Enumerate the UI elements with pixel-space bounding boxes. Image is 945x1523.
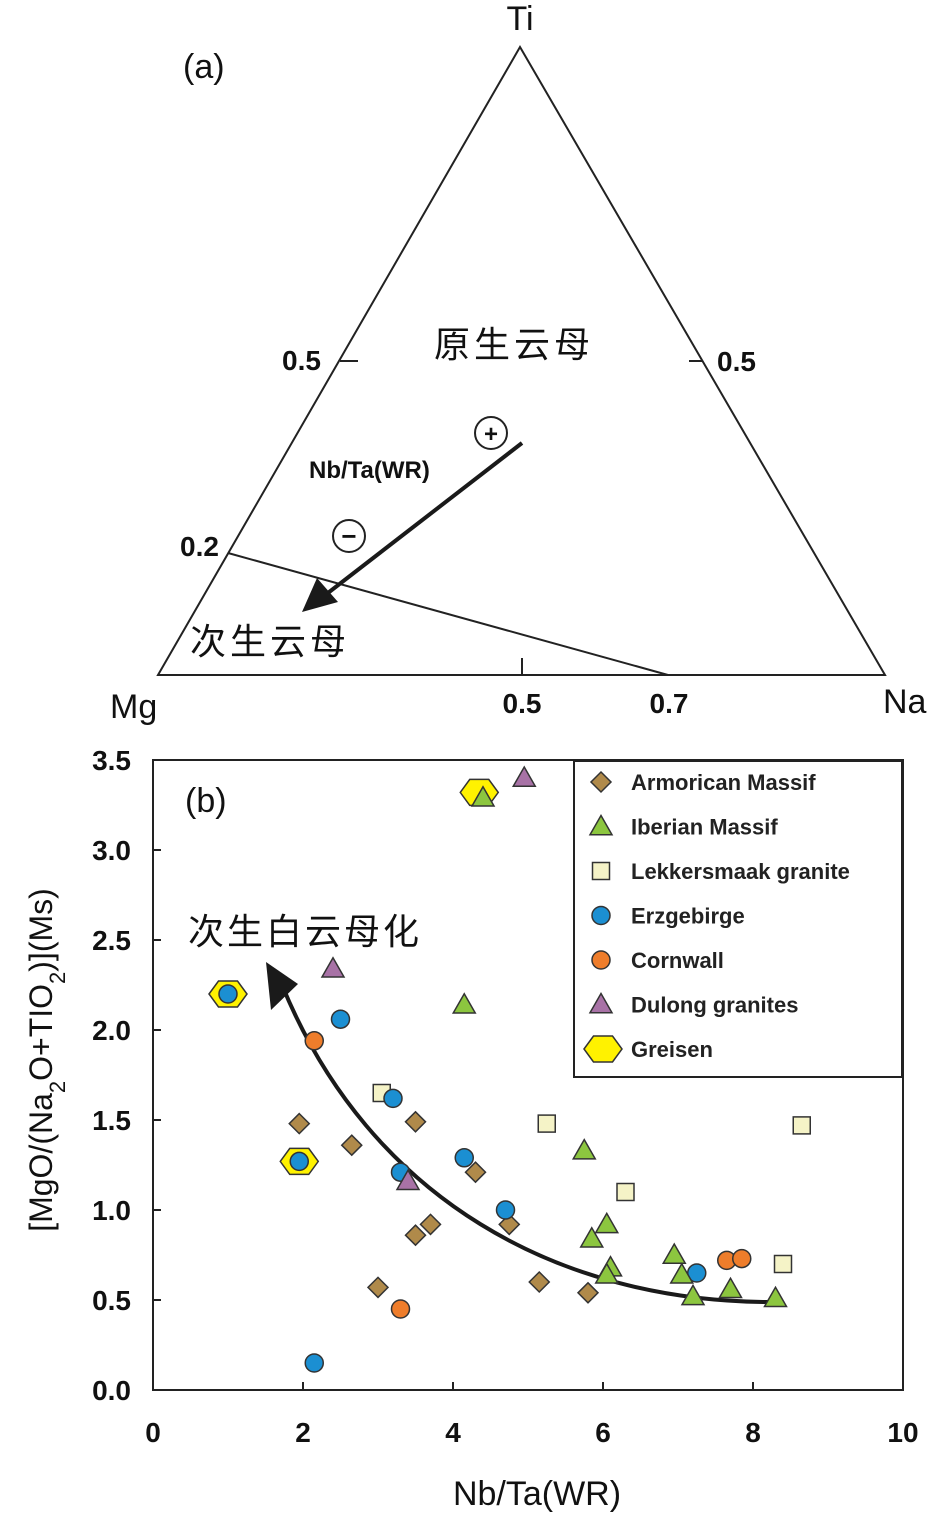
legend-label: Greisen bbox=[631, 1037, 713, 1062]
legend-marker bbox=[591, 861, 611, 881]
data-point bbox=[289, 1151, 309, 1172]
data-markers bbox=[208, 765, 811, 1373]
data-point bbox=[390, 1299, 411, 1319]
ternary-panel: (a) Ti Mg Na 0.5 0.5 0.2 0.5 0.7 原生云母 次生… bbox=[110, 0, 927, 726]
ternary-arrowhead bbox=[302, 578, 338, 612]
svg-text:−: − bbox=[341, 521, 356, 551]
legend-marker bbox=[583, 1035, 623, 1063]
tick-label-left-02: 0.2 bbox=[180, 531, 219, 562]
trend-curve bbox=[280, 984, 772, 1304]
data-point bbox=[571, 1138, 597, 1160]
plus-symbol: + bbox=[474, 416, 508, 450]
ternary-trend-arrow bbox=[322, 441, 524, 598]
data-point bbox=[404, 1110, 427, 1133]
data-point bbox=[470, 785, 496, 807]
x-tick-label: 6 bbox=[595, 1417, 611, 1448]
x-tick-label: 4 bbox=[445, 1417, 461, 1448]
data-point bbox=[366, 1276, 390, 1299]
data-point bbox=[419, 1213, 442, 1236]
tick-label-bottom-07: 0.7 bbox=[650, 688, 689, 719]
data-point bbox=[763, 1285, 788, 1308]
y-tick-label: 3.5 bbox=[92, 745, 131, 776]
x-tick-label: 2 bbox=[295, 1417, 311, 1448]
field-label-secondary: 次生云母 bbox=[190, 622, 350, 663]
y-tick-label: 2.5 bbox=[92, 925, 131, 956]
svg-text:+: + bbox=[484, 421, 498, 448]
legend-box bbox=[573, 760, 903, 1078]
data-point bbox=[218, 984, 238, 1004]
trend-annotation: 次生白云母化 bbox=[188, 912, 422, 953]
data-point bbox=[792, 1116, 811, 1135]
data-point bbox=[288, 1112, 311, 1135]
field-label-primary: 原生云母 bbox=[434, 325, 594, 366]
tick-label-bottom-05: 0.5 bbox=[503, 688, 542, 719]
data-point bbox=[340, 1134, 363, 1157]
data-point bbox=[404, 1224, 427, 1247]
y-tick-label: 2.0 bbox=[92, 1015, 131, 1046]
vertex-label-ti: Ti bbox=[506, 0, 533, 38]
data-point bbox=[669, 1262, 695, 1284]
data-point bbox=[454, 1148, 474, 1168]
x-axis: 0 2 4 6 8 10 bbox=[145, 1382, 919, 1448]
panel-a-label: (a) bbox=[183, 48, 225, 86]
legend-marker bbox=[589, 770, 613, 794]
data-point bbox=[495, 1200, 516, 1220]
legend-label: Iberian Massif bbox=[631, 815, 778, 840]
data-point bbox=[718, 1276, 743, 1299]
data-point bbox=[395, 1168, 421, 1191]
trend-arrowhead bbox=[266, 962, 298, 1010]
x-tick-label: 10 bbox=[887, 1417, 918, 1448]
legend-marker bbox=[591, 950, 611, 970]
ternary-boundary-line bbox=[227, 552, 669, 676]
legend-marker bbox=[588, 813, 614, 836]
panel-b-label: (b) bbox=[185, 782, 227, 820]
data-point bbox=[304, 1353, 324, 1373]
data-point bbox=[773, 1254, 793, 1274]
data-point bbox=[732, 1248, 752, 1269]
legend-items: Armorican Massif Iberian Massif Lekkersmaa… bbox=[583, 770, 850, 1063]
data-point bbox=[661, 1242, 687, 1264]
data-point bbox=[576, 1281, 600, 1304]
legend-marker bbox=[588, 991, 614, 1014]
ternary-arrow-label: Nb/Ta(WR) bbox=[309, 457, 430, 484]
data-point bbox=[320, 956, 346, 978]
data-point bbox=[451, 992, 477, 1014]
y-tick-label: 3.0 bbox=[92, 835, 131, 866]
data-point bbox=[383, 1088, 403, 1109]
legend-marker bbox=[591, 905, 611, 926]
data-point bbox=[579, 1226, 605, 1248]
y-tick-label: 0.0 bbox=[92, 1375, 131, 1406]
x-tick-label: 8 bbox=[745, 1417, 761, 1448]
scatter-panel: (b) 0.0 0.5 1.0 1.5 2.0 2.5 3.0 3.5 0 2 4 6 8 10 Nb/… bbox=[23, 745, 919, 1513]
legend-label: Cornwall bbox=[631, 948, 724, 973]
data-point bbox=[330, 1009, 351, 1029]
data-point bbox=[464, 1161, 487, 1184]
tick-label-right-05: 0.5 bbox=[717, 346, 756, 377]
y-tick-label: 1.0 bbox=[92, 1195, 131, 1226]
y-tick-label: 0.5 bbox=[92, 1285, 131, 1316]
y-axis-label: [MgO/(Na2O+TIO2)](Ms) bbox=[23, 888, 70, 1232]
data-point bbox=[528, 1270, 551, 1294]
x-tick-label: 0 bbox=[145, 1417, 161, 1448]
data-point bbox=[594, 1211, 620, 1234]
y-tick-label: 1.5 bbox=[92, 1105, 131, 1136]
data-point bbox=[537, 1114, 556, 1133]
data-point bbox=[594, 1262, 620, 1284]
y-axis: 0.0 0.5 1.0 1.5 2.0 2.5 3.0 3.5 bbox=[92, 745, 161, 1406]
legend-label: Dulong granites bbox=[631, 993, 798, 1018]
legend-label: Erzgebirge bbox=[631, 904, 745, 929]
vertex-label-na: Na bbox=[883, 683, 927, 721]
data-point bbox=[616, 1182, 635, 1202]
legend-label: Lekkersmaak granite bbox=[631, 859, 850, 884]
minus-symbol: − bbox=[332, 519, 366, 553]
data-point bbox=[511, 765, 537, 787]
x-axis-label: Nb/Ta(WR) bbox=[453, 1475, 621, 1513]
data-point bbox=[304, 1031, 324, 1051]
vertex-label-mg: Mg bbox=[110, 688, 157, 726]
tick-label-left-05: 0.5 bbox=[282, 345, 321, 376]
legend-label: Armorican Massif bbox=[631, 770, 816, 795]
data-point bbox=[680, 1283, 706, 1306]
legend: Armorican Massif Iberian Massif Lekkersmaa… bbox=[573, 760, 903, 1078]
